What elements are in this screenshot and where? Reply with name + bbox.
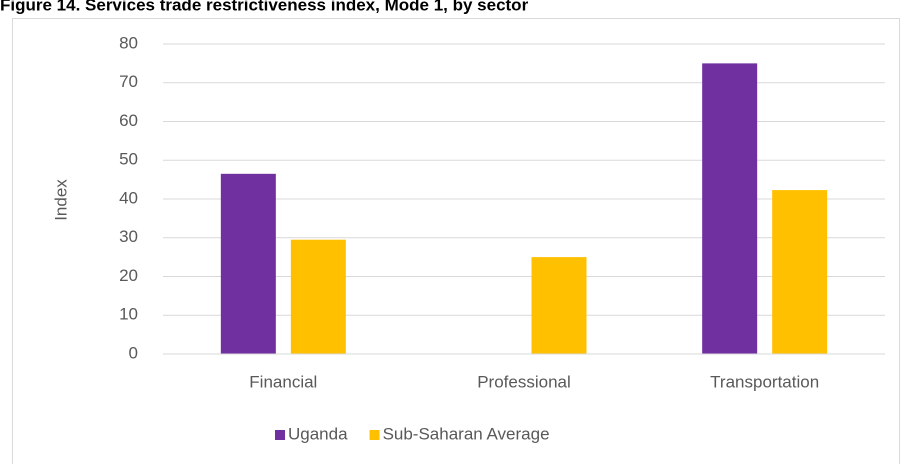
bar xyxy=(290,239,346,354)
x-tick-label: Professional xyxy=(477,372,571,391)
y-tick-label: 10 xyxy=(119,305,138,324)
chart-title: Figure 14. Services trade restrictivenes… xyxy=(0,0,529,14)
x-tick-label: Financial xyxy=(249,372,317,391)
y-tick-label: 50 xyxy=(119,150,138,169)
bar xyxy=(702,63,758,354)
y-tick-label: 20 xyxy=(119,266,138,285)
chart-border xyxy=(12,18,900,464)
y-axis-label: Index xyxy=(51,179,70,221)
legend-label: Uganda xyxy=(288,424,348,443)
y-tick-label: 80 xyxy=(119,33,138,52)
legend-swatch xyxy=(369,430,380,440)
bar xyxy=(220,173,276,354)
y-tick-label: 30 xyxy=(119,227,138,246)
x-tick-label: Transportation xyxy=(710,372,819,391)
y-tick-label: 0 xyxy=(129,343,138,362)
legend-label: Sub-Saharan Average xyxy=(383,424,550,443)
y-tick-label: 40 xyxy=(119,188,138,207)
bar xyxy=(772,190,828,354)
y-tick-label: 60 xyxy=(119,111,138,130)
bar xyxy=(531,257,587,354)
y-tick-label: 70 xyxy=(119,72,138,91)
legend-swatch xyxy=(275,430,285,440)
